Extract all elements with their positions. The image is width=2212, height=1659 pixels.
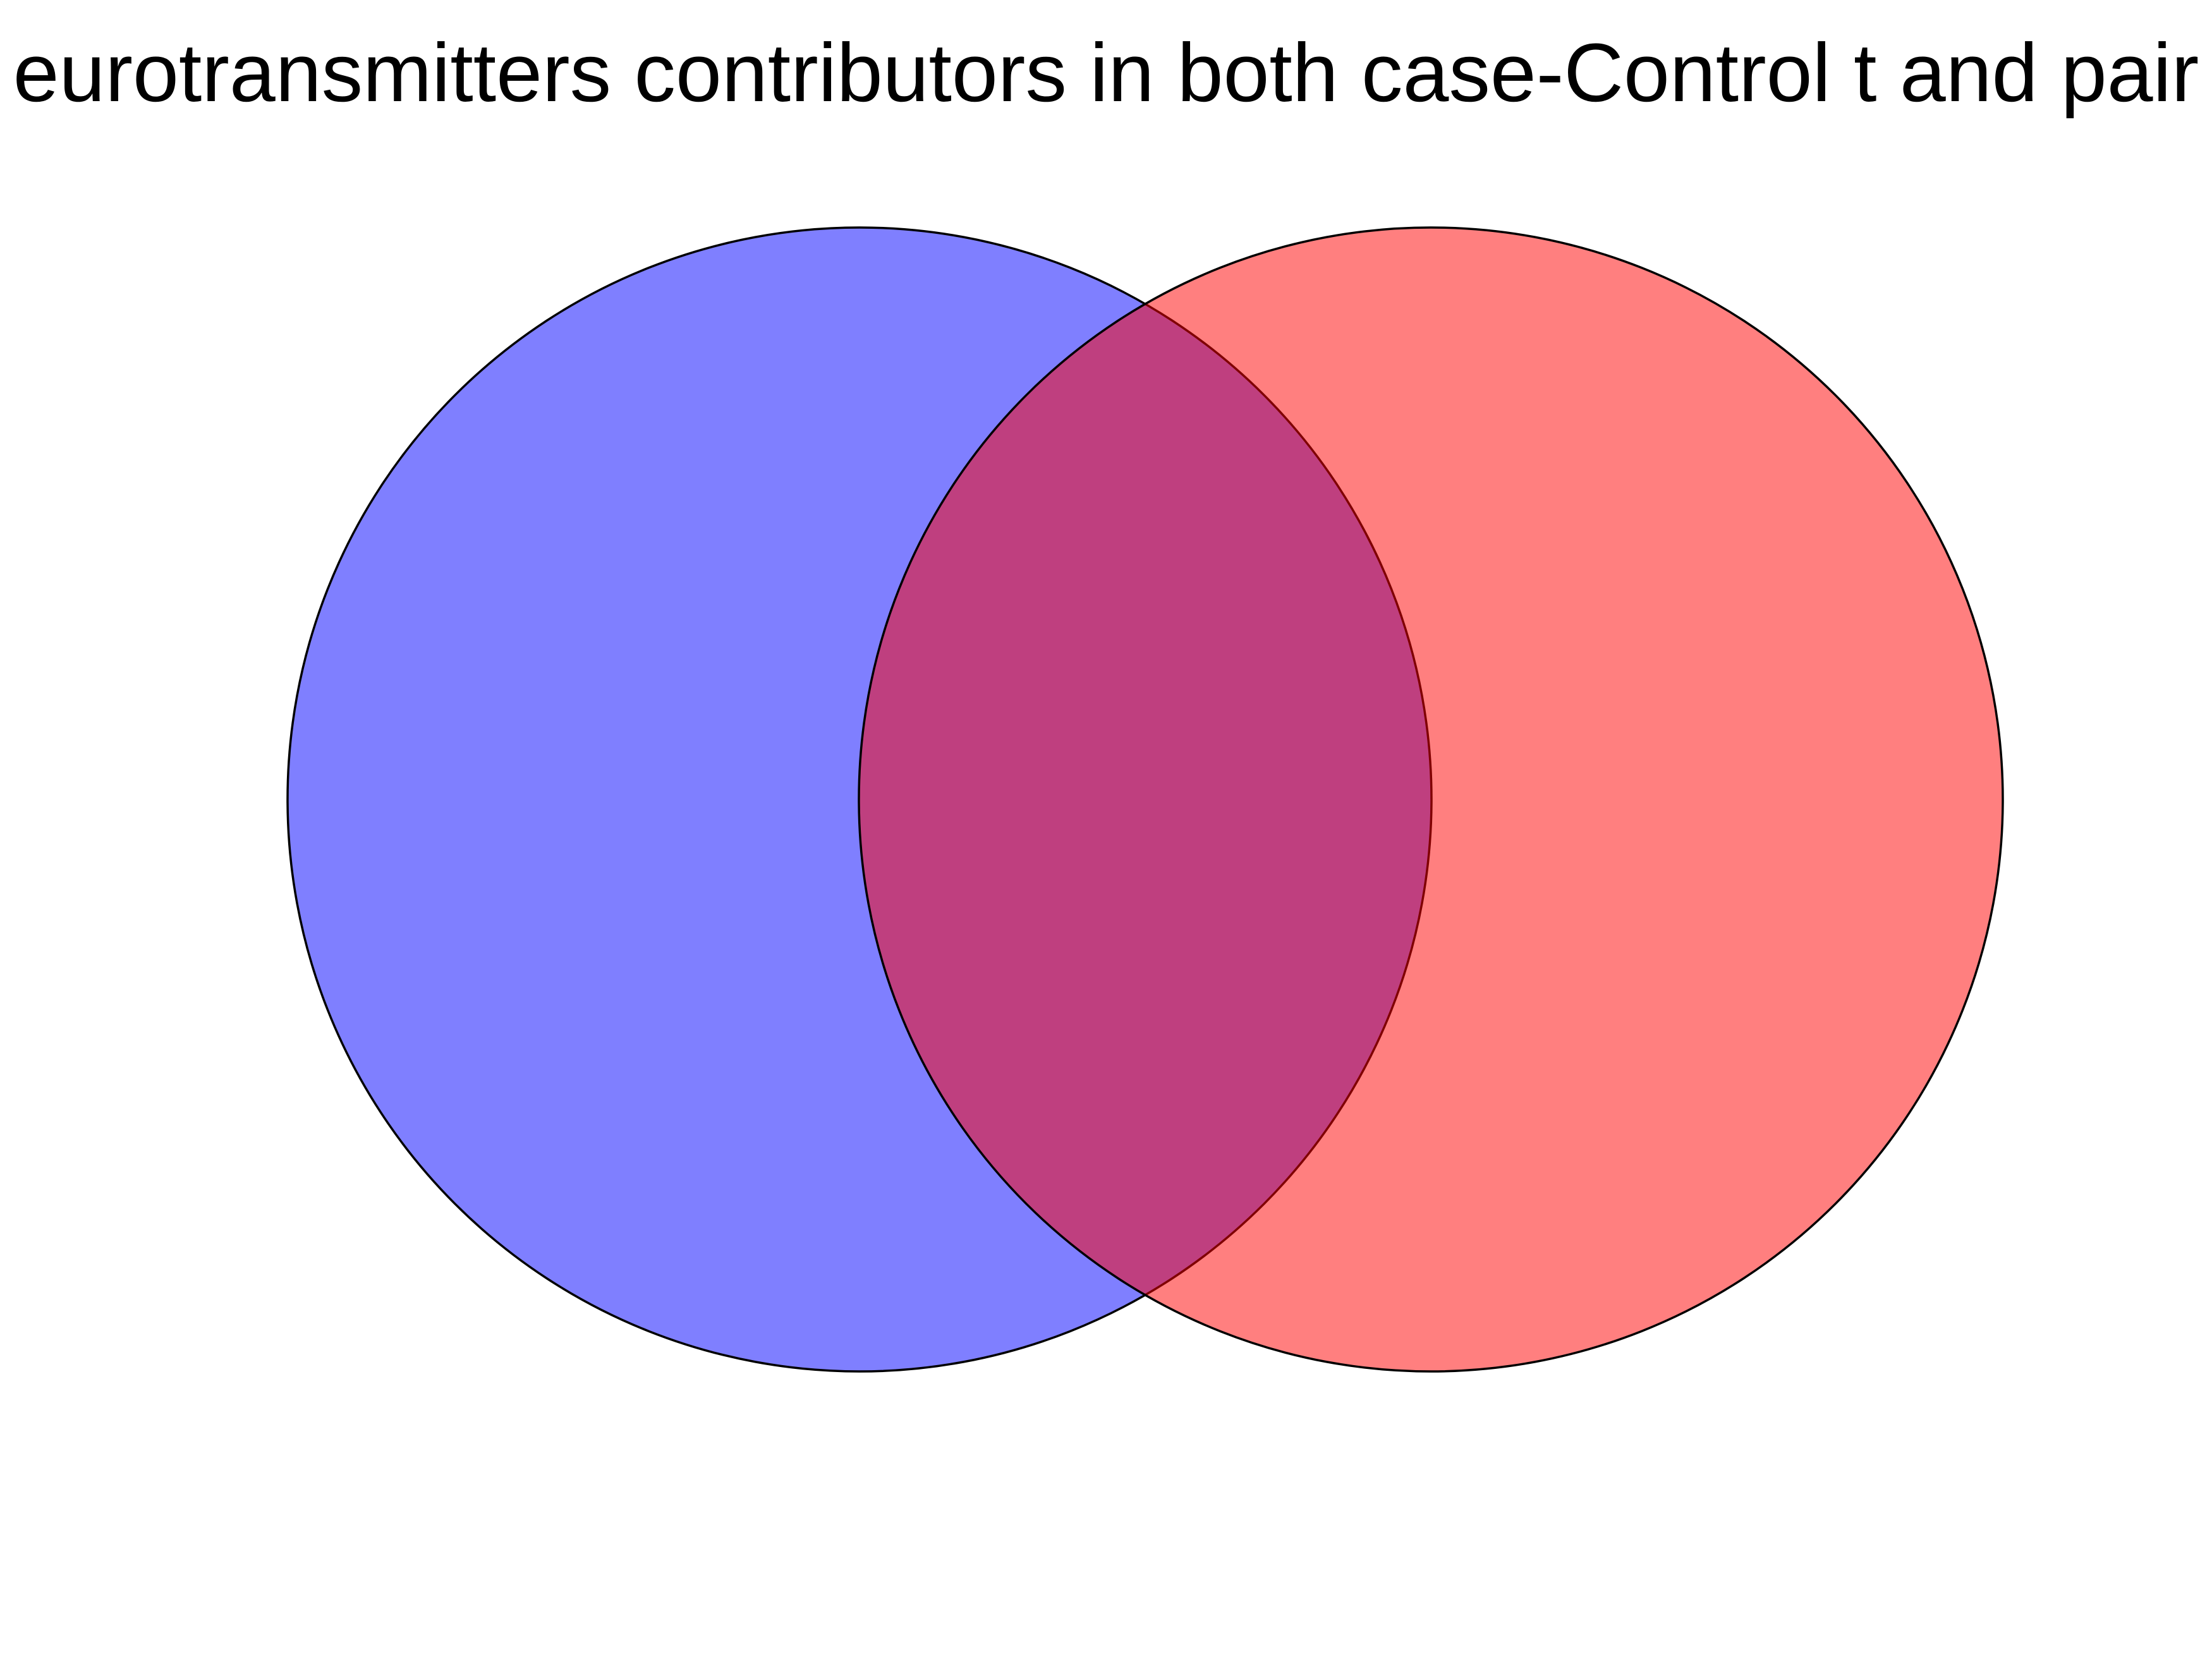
set-circle-right — [858, 226, 2004, 1373]
figure-title: eurotransmitters contributors in both ca… — [13, 26, 2199, 119]
venn-sets — [286, 226, 2004, 1373]
